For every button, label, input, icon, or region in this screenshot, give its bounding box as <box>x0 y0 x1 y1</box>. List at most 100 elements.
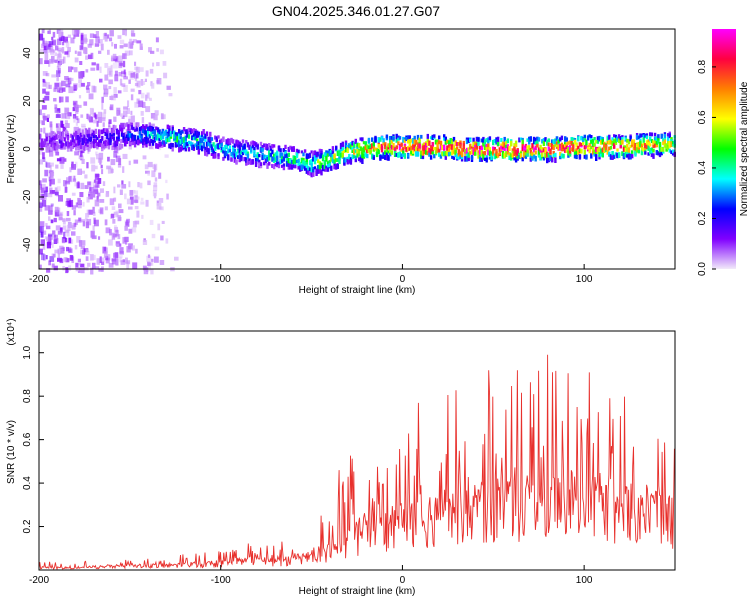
heatmap-cell <box>529 136 532 142</box>
heatmap-cell <box>83 136 86 140</box>
heatmap-cell <box>52 144 55 149</box>
heatmap-cell <box>354 149 357 153</box>
heatmap-cell <box>593 151 596 157</box>
heatmap-cell <box>62 87 66 92</box>
heatmap-cell <box>50 162 54 167</box>
heatmap-cell <box>130 88 135 92</box>
heatmap-cell <box>105 193 109 198</box>
heatmap-cell <box>82 37 88 44</box>
heatmap-cell <box>238 156 241 163</box>
heatmap-cell <box>451 140 454 145</box>
heatmap-cell <box>41 253 45 261</box>
heatmap-cell <box>50 219 54 224</box>
heatmap-cell <box>146 92 150 99</box>
heatmap-cell <box>361 152 364 159</box>
heatmap-cell <box>488 150 492 157</box>
heatmap-cell <box>75 121 78 126</box>
heatmap-cell <box>68 247 72 253</box>
heatmap-cell <box>59 82 63 89</box>
heatmap-cell <box>276 164 279 168</box>
heatmap-cell <box>158 198 164 203</box>
heatmap-cell <box>354 155 357 160</box>
heatmap-cell <box>524 154 528 159</box>
heatmap-cell <box>302 152 305 157</box>
heatmap-cell <box>92 181 97 189</box>
heatmap-cell <box>108 79 113 85</box>
heatmap-cell <box>199 143 202 149</box>
heatmap-cell <box>73 142 76 146</box>
heatmap-cell <box>130 110 133 115</box>
heatmap-cell <box>58 137 61 142</box>
heatmap-cell <box>85 85 90 90</box>
heatmap-cell <box>428 148 431 154</box>
heatmap-cell <box>65 141 68 147</box>
heatmap-cell <box>462 143 465 147</box>
heatmap-cell <box>276 156 279 162</box>
heatmap-cell <box>60 29 64 36</box>
heatmap-cell <box>317 165 320 170</box>
heatmap-cell <box>523 150 526 157</box>
heatmap-cell <box>70 77 74 82</box>
heatmap-cell <box>601 138 604 145</box>
heatmap-cell <box>402 147 405 151</box>
heatmap-cell <box>483 139 487 146</box>
heatmap-cell <box>42 97 46 103</box>
heatmap-cell <box>626 143 629 148</box>
heatmap-cell <box>325 150 328 154</box>
heatmap-cell <box>99 188 104 193</box>
heatmap-cell <box>516 151 519 156</box>
heatmap-cell <box>101 169 104 175</box>
heatmap-cell <box>469 138 472 142</box>
heatmap-cell <box>191 129 194 134</box>
heatmap-cell <box>496 153 500 158</box>
heatmap-cell <box>668 133 671 139</box>
heatmap-cell <box>222 136 225 142</box>
heatmap-cell <box>256 152 259 159</box>
heatmap-cell <box>93 211 96 216</box>
heatmap-cell <box>338 151 341 156</box>
heatmap-cell <box>444 155 447 160</box>
heatmap-cell <box>122 153 128 159</box>
heatmap-cell <box>108 125 111 130</box>
heatmap-cell <box>529 152 532 158</box>
heatmap-cell <box>151 82 155 89</box>
heatmap-cell <box>125 138 129 144</box>
heatmap-cell <box>604 145 608 151</box>
heatmap-cell <box>78 128 81 134</box>
heatmap-cell <box>112 58 118 62</box>
heatmap-cell <box>640 143 644 148</box>
heatmap-cell <box>44 205 50 211</box>
heatmap-cell <box>277 145 281 151</box>
y-tick-label: -20 <box>22 189 33 204</box>
heatmap-cell <box>560 135 564 140</box>
heatmap-cell <box>93 189 99 195</box>
heatmap-cell <box>176 142 179 147</box>
heatmap-cell <box>626 138 629 143</box>
heatmap-cell <box>300 157 304 164</box>
heatmap-cell <box>148 47 152 53</box>
heatmap-cell <box>500 138 503 143</box>
heatmap-cell <box>387 150 390 154</box>
heatmap-cell <box>302 157 305 162</box>
heatmap-cell <box>279 148 282 153</box>
heatmap-cell <box>200 131 204 135</box>
heatmap-cell <box>320 150 323 155</box>
heatmap-cell <box>113 147 119 154</box>
heatmap-cell <box>302 160 305 165</box>
heatmap-cell <box>559 151 562 156</box>
heatmap-cell <box>640 146 644 151</box>
heatmap-cell <box>578 142 582 147</box>
heatmap-cell <box>470 146 474 151</box>
heatmap-cell <box>591 149 595 155</box>
heatmap-cell <box>124 123 127 128</box>
heatmap-cell <box>272 153 276 160</box>
heatmap-cell <box>102 246 107 254</box>
heatmap-cell <box>443 144 446 149</box>
heatmap-cell <box>238 141 241 148</box>
heatmap-cell <box>652 144 655 148</box>
heatmap-cell <box>230 152 233 157</box>
heatmap-cell <box>307 165 310 171</box>
colorbar-label: Normalized spectral amplitude <box>739 81 750 216</box>
heatmap-cell <box>159 49 164 55</box>
heatmap-cell <box>63 231 66 239</box>
